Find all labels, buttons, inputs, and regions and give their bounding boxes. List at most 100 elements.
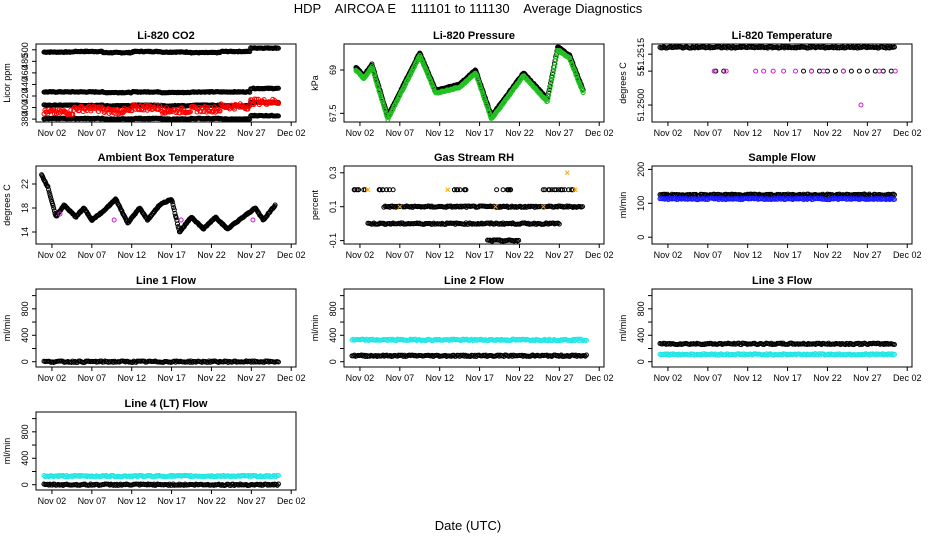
data-point [872,68,878,74]
series-line-3 [657,340,897,348]
data-point [560,187,566,193]
data-layer [351,170,585,244]
y-tick-label: 460 [20,65,30,80]
x-tick-label: Nov 27 [237,250,266,260]
data-point [51,208,57,214]
data-point [123,107,129,113]
data-point [169,199,175,205]
data-point [372,74,378,80]
panel-title: Li-820 Pressure [433,30,515,42]
x-tick-label: Nov 02 [38,128,67,138]
x-tick-label: Nov 17 [773,250,802,260]
x-tick-label: Nov 12 [117,496,146,506]
x-tick-label: Nov 22 [197,373,226,383]
data-point [551,187,557,193]
data-point [253,96,259,102]
data-point [548,79,554,85]
x-tick-label: Nov 12 [733,128,762,138]
data-point [157,102,163,108]
data-point [541,204,546,210]
series-flagged [365,170,578,210]
x-tick-label: Dec 02 [893,250,922,260]
x-tick-label: Nov 17 [157,496,186,506]
data-point [379,97,385,103]
data-point [48,196,54,202]
x-tick-label: Nov 17 [157,128,186,138]
data-point [275,85,281,91]
x-tick-label: Nov 02 [38,496,67,506]
data-point [761,68,767,74]
x-tick-label: Nov 17 [465,250,494,260]
x-tick-label: Nov 17 [773,373,802,383]
data-point [858,102,864,108]
series-line-2 [349,336,589,344]
panel-title: Line 3 Flow [752,275,812,287]
x-tick-label: Nov 02 [654,128,683,138]
data-point [142,102,148,108]
data-point [275,113,281,119]
x-tick-label: Nov 12 [425,250,454,260]
data-point [457,187,463,193]
y-tick-label: 0 [20,359,30,364]
y-tick-label: 800 [20,424,30,439]
y-axis-label: kPa [310,75,320,91]
x-tick-label: Nov 27 [237,496,266,506]
x-tick-label: Nov 02 [346,373,375,383]
x-tick-label: Nov 07 [694,128,723,138]
data-layer [349,336,589,360]
series-0-1-level [381,203,585,210]
data-point [891,342,897,348]
data-point [45,183,51,189]
x-tick-label: Nov 07 [78,496,107,506]
y-tick-label: 400 [20,100,30,115]
data-point [231,106,237,112]
x-tick-label: Nov 22 [505,373,534,383]
data-point [111,217,117,223]
y-tick-label: 800 [328,301,338,316]
data-point [494,187,500,193]
panel-title: Gas Stream RH [434,152,514,164]
y-tick-label: 67.5 [328,105,338,123]
data-point [553,54,559,60]
data-point [516,237,522,243]
data-point [217,108,223,114]
data-point [51,205,57,211]
data-point [820,68,826,74]
data-point [275,45,281,51]
x-tick-label: Nov 12 [425,373,454,383]
plot-frame [343,165,605,245]
plot-frame [651,288,913,368]
data-point [888,68,894,74]
data-point [891,44,897,50]
y-tick-label: 200 [636,162,646,177]
data-point [171,205,177,211]
y-tick-label: 69 [328,65,338,75]
data-point [273,474,279,480]
data-point [566,187,572,193]
panel-title: Line 2 Flow [444,275,504,287]
series-upper-level [41,45,281,56]
panel-title: Ambient Box Temperature [98,152,235,164]
x-tick-label: Nov 02 [38,250,67,260]
series-0-2-level [351,187,576,193]
x-tick-label: Nov 22 [813,373,842,383]
data-point [551,67,557,73]
y-tick-label: 51.2515 [636,38,646,71]
series-line-1 [41,358,281,365]
plot-frame [35,165,297,245]
data-point [173,215,179,221]
y-tick-label: 400 [328,328,338,343]
x-tick-label: Nov 27 [237,128,266,138]
data-point [711,68,717,74]
x-tick-label: Nov 02 [346,128,375,138]
data-point [104,106,110,112]
data-point [187,109,193,115]
data-point [274,100,280,106]
data-point [553,57,559,63]
x-tick-label: Nov 27 [237,373,266,383]
data-point [380,99,386,105]
x-tick-label: Nov 22 [197,496,226,506]
